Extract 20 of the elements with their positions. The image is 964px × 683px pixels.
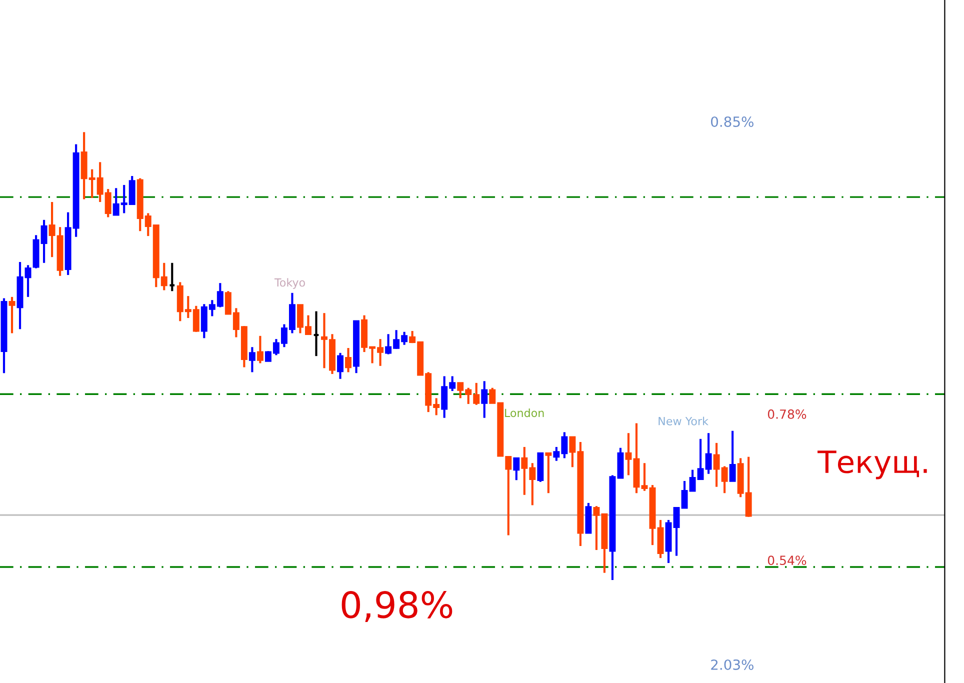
candlestick bbox=[513, 457, 520, 482]
annotation: New York bbox=[658, 416, 708, 426]
candlestick bbox=[729, 430, 736, 482]
candlestick bbox=[641, 462, 648, 492]
candlestick bbox=[312, 310, 320, 358]
text: 0.54% bbox=[768, 556, 806, 566]
candlestick bbox=[345, 346, 352, 374]
text: Текущ. bbox=[818, 450, 927, 480]
text: 0.85% bbox=[711, 116, 754, 127]
text: 0,98% bbox=[342, 591, 452, 622]
annotation: Tokyo bbox=[274, 278, 305, 289]
candlestick bbox=[256, 334, 264, 364]
annotation: London bbox=[505, 408, 544, 418]
candlestick bbox=[481, 380, 488, 419]
candlestick bbox=[337, 352, 344, 380]
candlestick bbox=[8, 296, 16, 334]
candlestick bbox=[248, 346, 256, 374]
text: 2.03% bbox=[711, 659, 754, 670]
candlestick bbox=[545, 452, 552, 494]
text: 0.78% bbox=[768, 409, 806, 419]
